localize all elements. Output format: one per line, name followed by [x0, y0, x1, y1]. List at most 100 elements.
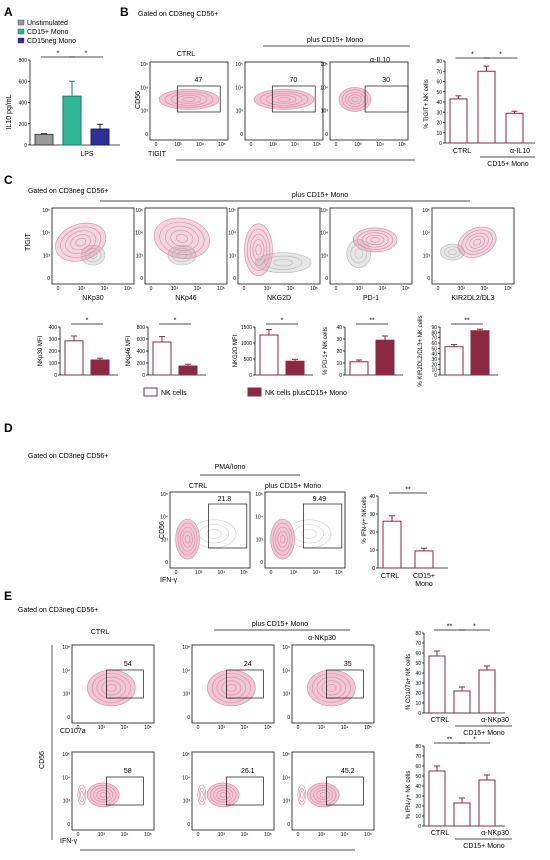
d-plot1-spread-contour	[301, 528, 317, 539]
e-r1-plot0-xtick-label: 10⁵	[144, 832, 152, 838]
d-plot1-ytick-label: 10³	[256, 537, 264, 543]
e-r1-plot2-ytick-label: 0	[287, 822, 290, 828]
e-r1-plot0-xtick-label: 10³	[98, 832, 106, 838]
panel-d-bar-x-mono-2: Mono	[415, 581, 433, 588]
e-bar1-bar	[478, 779, 496, 827]
c-plot4-xtick-label: 0	[437, 286, 440, 292]
e-r0-plot2-xtick-label: 10⁵	[364, 725, 372, 731]
e-r1-plot2-xtick-label: 10³	[318, 832, 326, 838]
panel-a-ylabel: IL10 pg/mL	[6, 94, 13, 129]
panel-e-title-nkp30: α-NKp30	[308, 635, 336, 642]
e-bar0-ytick-label: 10	[415, 701, 421, 707]
d-plot0-contour	[177, 522, 198, 556]
d-plot1-xtick-label: 10³	[290, 570, 298, 576]
d-plot0-gate	[208, 503, 248, 549]
panel-c-legend: NK cells NK cells plusCD15+ Mono	[143, 387, 347, 397]
e-r1-plot1-contour	[216, 789, 230, 801]
e-r0-plot0-ytick-label: 0	[67, 715, 70, 721]
c-plot4-grey-contour	[440, 243, 465, 261]
c-plot2-ytick-label: 0	[233, 276, 236, 282]
b-plot2-contour	[351, 96, 359, 103]
e-r0-plot1-contour	[211, 673, 251, 703]
c-plot3-ytick-label: 10⁵	[320, 208, 328, 214]
b-bar-ytick-label: 70	[436, 69, 442, 75]
e-r0-plot0-value: 54	[124, 661, 132, 668]
c-plot4-pink-contour	[461, 229, 493, 255]
e-r1-plot1-ytick-label: 10⁵	[182, 752, 190, 758]
d-plot0-contour	[180, 526, 196, 552]
b-plot0-ytick-label: 10⁴	[140, 85, 148, 91]
c-plot3-xtick-label: 10⁵	[402, 286, 410, 292]
c-bar1-ytick-label: 400	[137, 349, 146, 355]
e-r1-plot1-xtick-label: 0	[197, 832, 200, 838]
b-plot1-xtick-label: 0	[250, 142, 253, 148]
c-bar4-ytick-label: 80	[431, 330, 437, 336]
e-r1-plot1-contour	[213, 787, 234, 803]
e-bar0-sig-star: **	[447, 624, 453, 631]
d-plot0-contour	[182, 530, 193, 548]
panel-b-gating: Gated on CD3neg CD56+	[138, 11, 218, 18]
d-plot0-xtick-label: 10⁴	[217, 570, 225, 576]
a-sig-star: *	[57, 51, 60, 58]
panel-e-bar2-x-ctrl: CTRL	[431, 830, 449, 837]
panel-d-title-mono: plus CD15+ Mono	[265, 483, 321, 490]
e-r0-plot0-contour	[101, 680, 122, 696]
panel-e-bar2-x-nkp30: α-NKp30	[481, 830, 509, 837]
e-r1-plot1-left-contour	[200, 791, 204, 799]
c-plot4-grey-contour	[444, 246, 461, 258]
panel-d-chart: 0 10 20 30 40 **	[369, 487, 448, 572]
a-ytick-label: 800	[19, 58, 28, 64]
e-r0-plot1-value: 24	[244, 661, 252, 668]
d-plot0-xtick-label: 10⁵	[240, 570, 248, 576]
d-plot0-xtick-label: 0	[175, 570, 178, 576]
b-plot0-xtick-label: 10⁵	[218, 142, 226, 148]
c-bar0-ytick-label: 0	[54, 373, 57, 379]
e-r1-plot0-gate	[106, 776, 144, 806]
e-r1-plot1-xtick-label: 10³	[218, 832, 226, 838]
panel-b-title-il10: α-IL10	[370, 57, 390, 64]
e-r1-plot2-contour	[306, 782, 340, 808]
e-r0-plot1-xtick-label: 10³	[218, 725, 226, 731]
c-plot4-pink-contour	[469, 235, 486, 249]
b-plot2-ytick-label: 10⁵	[320, 62, 328, 68]
e-r1-plot0-xtick-label: 10⁴	[121, 832, 129, 838]
c-bar4-ytick-label: 70	[431, 336, 437, 342]
d-bar-bar	[382, 520, 402, 569]
c-plot2-pink-contour	[255, 244, 262, 256]
e-bar0-bar	[428, 655, 446, 714]
e-r0-plot2-gate	[326, 669, 364, 699]
c-plot3-xtick-label: 10⁴	[379, 286, 387, 292]
c-bar4-ytick-label: 40	[431, 352, 437, 358]
c-plot1-xtick-label: 0	[150, 286, 153, 292]
b-bar-sig-star: *	[471, 52, 474, 59]
e-bar0-bar	[453, 690, 471, 714]
b-plot1-ytick-label: 10⁴	[235, 85, 243, 91]
c-plot0-xtick-label: 10⁵	[124, 286, 132, 292]
c-bar4-ytick-label: 30	[431, 357, 437, 363]
e-r1-plot0-contour	[86, 782, 120, 808]
d-plot1-spread-contour	[294, 524, 324, 544]
b-plot1-contour	[259, 91, 309, 108]
b-plot2-gate	[364, 85, 409, 113]
e-r1-plot0-left-contour	[78, 787, 85, 802]
legend-nk: NK cells	[161, 390, 187, 397]
b-plot0-contour	[182, 97, 196, 102]
e-r0-plot2-ytick-label: 0	[287, 715, 290, 721]
c-plot1-pink-contour	[164, 225, 199, 251]
b-bar-ytick-label: 20	[436, 121, 442, 127]
e-r0-plot1-contour	[207, 669, 256, 707]
c-plot2-ytick-label: 10⁵	[228, 208, 236, 214]
e-bar1-ytick-label: 70	[415, 754, 421, 760]
c-bar1-bar	[178, 365, 198, 376]
c-plot3-pink-contour	[366, 234, 385, 246]
c-plot1-pink-contour	[153, 217, 210, 259]
e-r1-plot2-xtick-label: 0	[297, 832, 300, 838]
panel-c-ylabel: TIGIT	[25, 232, 32, 251]
e-r1-plot2-left-contour	[300, 791, 304, 799]
c-plot1-ytick-label: 10³	[136, 253, 144, 259]
legend-cd15: CD15+ Mono	[27, 29, 69, 36]
c-bar1-ytick-label: 600	[137, 337, 146, 343]
panel-d-title-ctrl: CTRL	[189, 483, 207, 490]
c-plot3-xtick-label: 10³	[356, 286, 364, 292]
e-r0-plot0-xtick-label: 10⁵	[144, 725, 152, 731]
